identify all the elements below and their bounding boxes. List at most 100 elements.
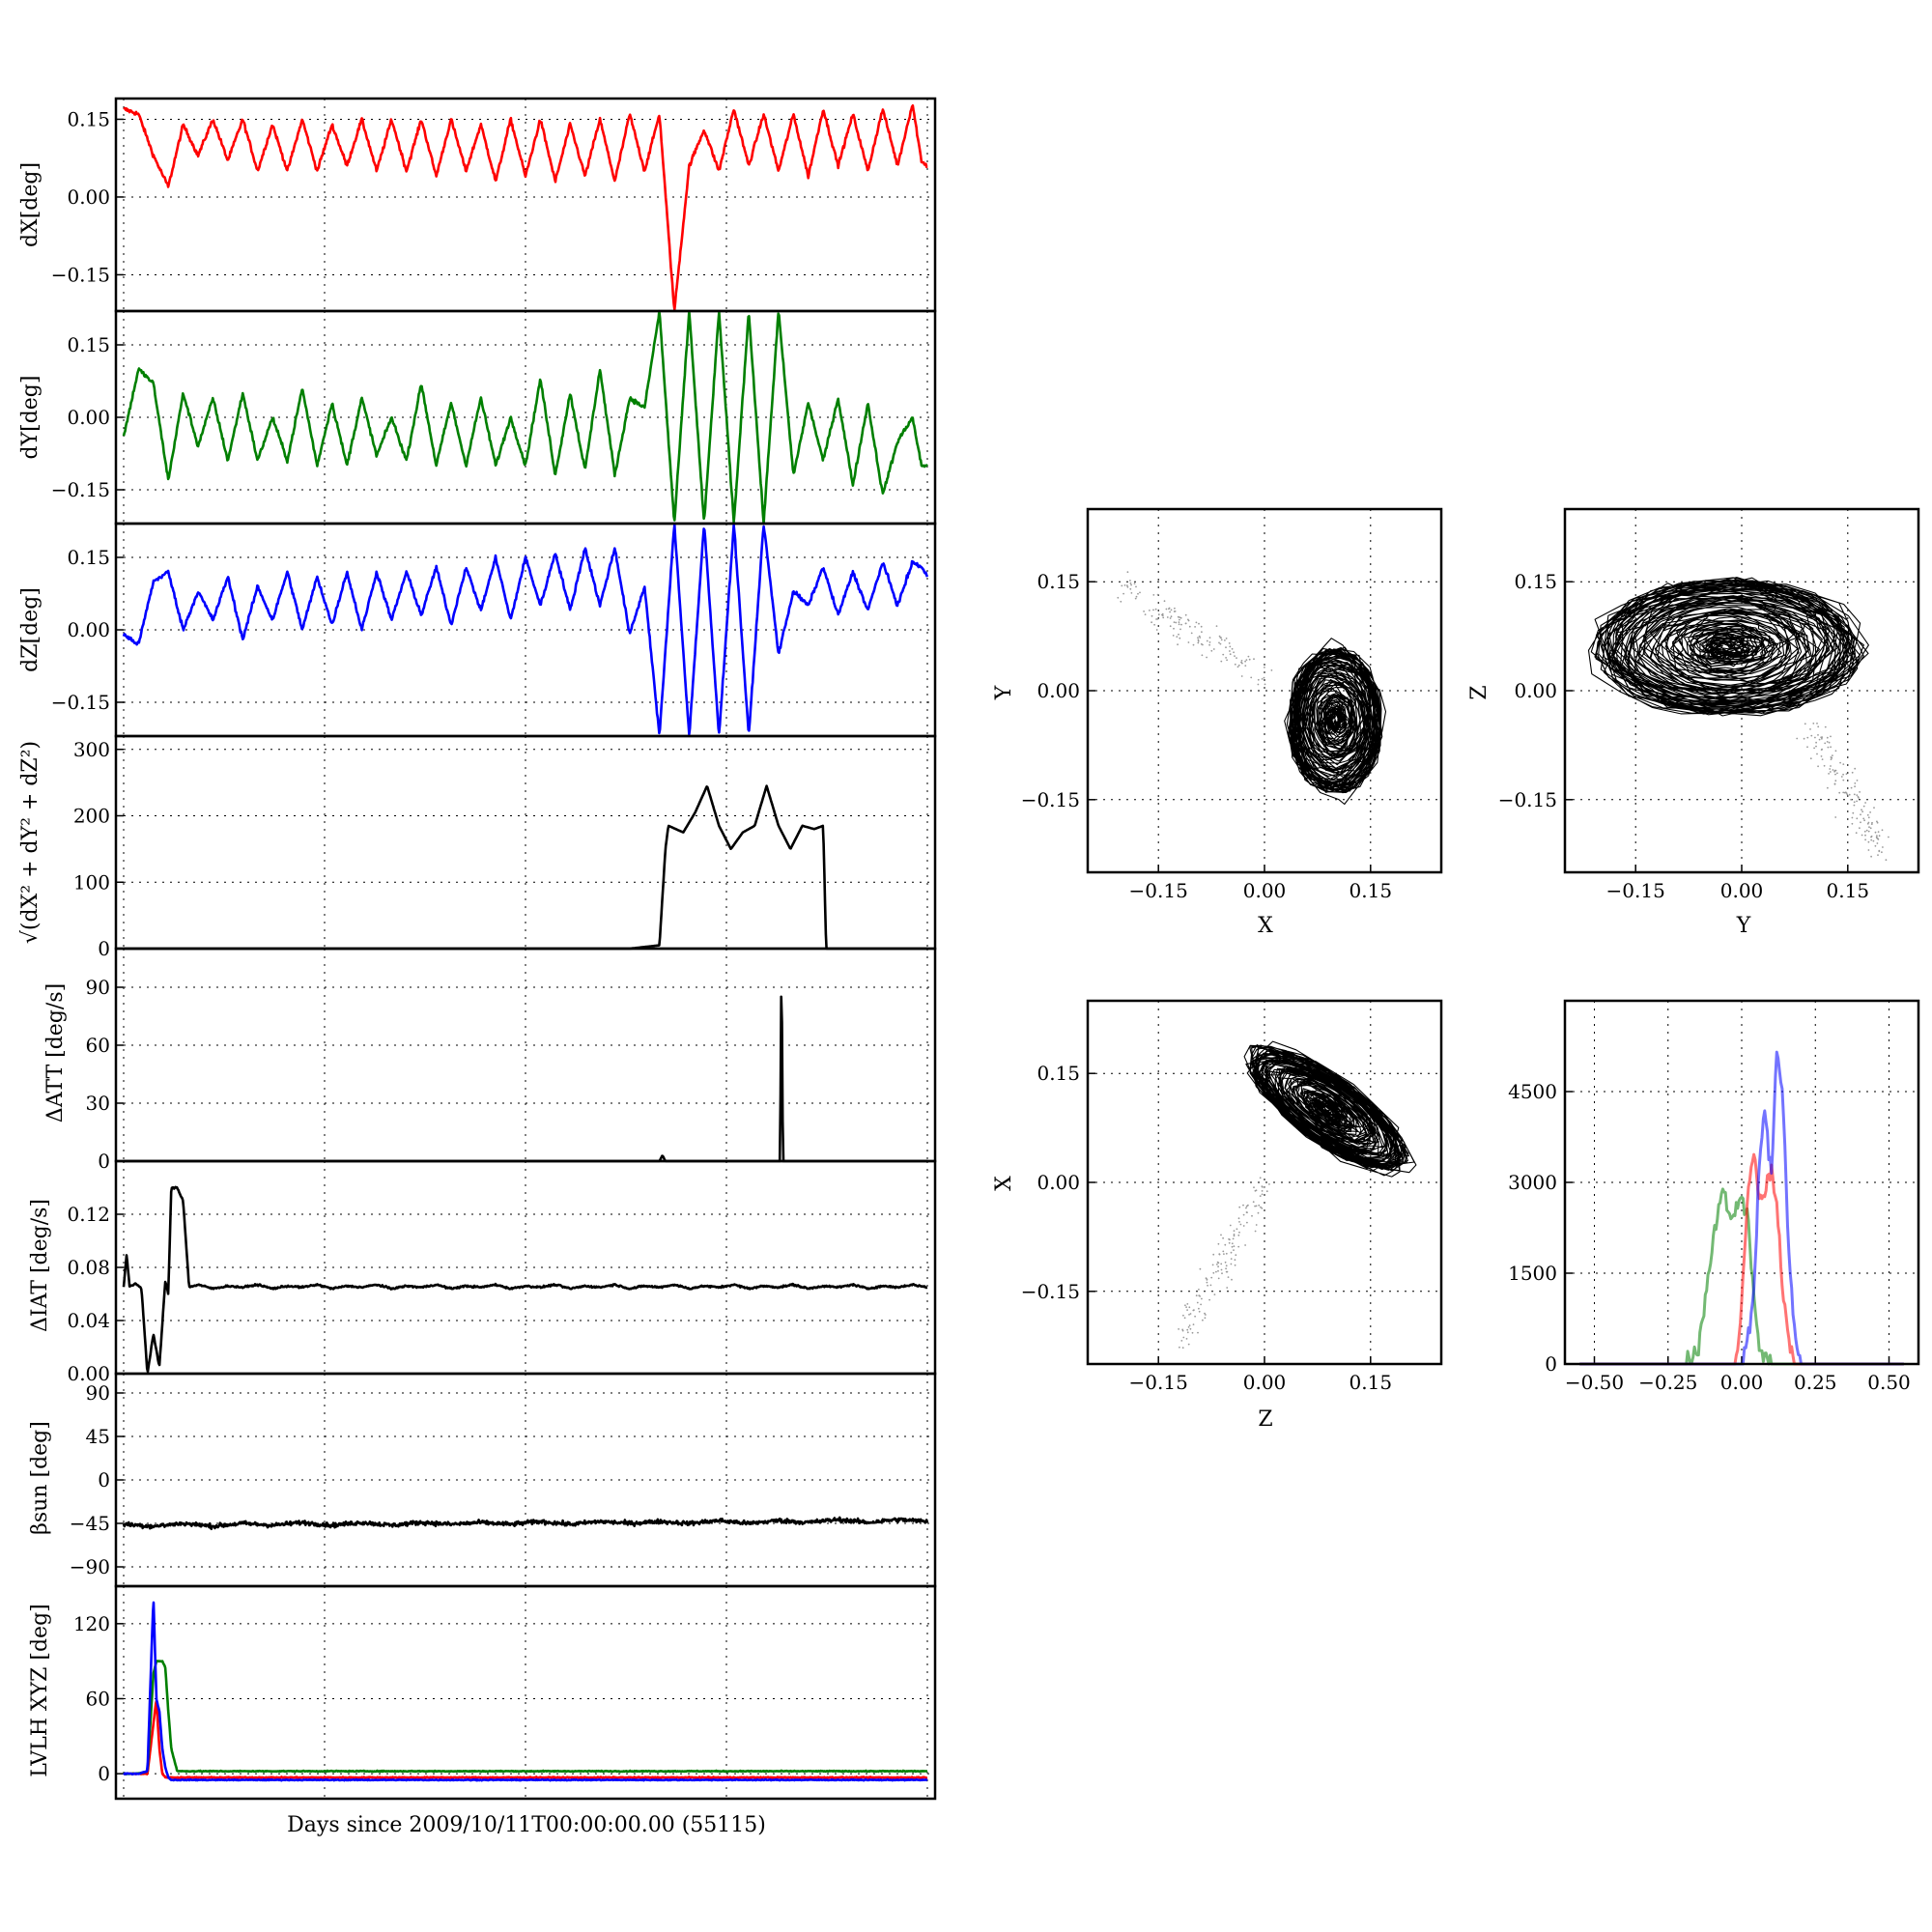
- datt-ytick-label: 90: [86, 976, 110, 999]
- datt-ytick-label: 30: [86, 1092, 110, 1115]
- xy-stray-point: [1177, 643, 1179, 646]
- xy-stray-point: [1220, 637, 1222, 639]
- yz-stray-point: [1839, 761, 1841, 764]
- xy-stray-point: [1173, 621, 1176, 623]
- zx-stray-point: [1253, 1186, 1255, 1189]
- zx-stray-point: [1185, 1306, 1187, 1308]
- zx-stray-point: [1258, 1204, 1261, 1207]
- yz-stray-point: [1843, 791, 1846, 794]
- yz-stray-point: [1842, 773, 1844, 776]
- xy-stray-point: [1144, 613, 1147, 615]
- xy-stray-point: [1153, 623, 1155, 626]
- diat-ytick-label: 0.12: [67, 1203, 110, 1226]
- zx-stray-point: [1230, 1251, 1233, 1254]
- yz-stray-point: [1873, 807, 1875, 809]
- yz-stray-point: [1845, 792, 1848, 794]
- zx-stray-point: [1245, 1205, 1248, 1208]
- yz-stray-point: [1820, 755, 1823, 757]
- zx-stray-point: [1206, 1281, 1208, 1284]
- zx-stray-point: [1231, 1242, 1234, 1245]
- dx-ytick-label: 0.00: [67, 185, 110, 209]
- zx-stray-point: [1225, 1264, 1228, 1267]
- zx-stray-point: [1238, 1206, 1241, 1208]
- xy-stray-point: [1194, 626, 1196, 628]
- hist-xtick-label: 0.00: [1720, 1371, 1764, 1394]
- yz-stray-point: [1796, 737, 1799, 740]
- xy-stray-point: [1229, 645, 1232, 648]
- zx-stray-point: [1242, 1213, 1245, 1216]
- xy-stray-point: [1151, 614, 1153, 617]
- xy-stray-point: [1231, 647, 1234, 650]
- zx-stray-point: [1225, 1267, 1227, 1270]
- yz-stray-point: [1877, 854, 1879, 856]
- zx-stray-point: [1211, 1264, 1214, 1266]
- yz-trajectory: [1587, 577, 1869, 717]
- beta-ytick-label: 0: [98, 1468, 110, 1492]
- xy-stray-point: [1224, 639, 1226, 641]
- yz-stray-point: [1876, 835, 1878, 837]
- datt-series-line: [123, 995, 928, 1163]
- xy-stray-point: [1126, 571, 1129, 574]
- xlabel-yz: Y: [1736, 914, 1751, 938]
- xy-stray-point: [1162, 616, 1165, 619]
- xy-stray-point: [1190, 632, 1193, 635]
- zx-stray-point: [1187, 1343, 1190, 1346]
- xy-stray-point: [1197, 639, 1200, 641]
- zx-stray-point: [1188, 1314, 1190, 1316]
- xy-stray-point: [1199, 637, 1202, 639]
- xy-stray-point: [1234, 663, 1236, 666]
- xy-stray-point: [1134, 597, 1137, 600]
- panel-magnitude: √(dX² + dY² + dZ²) 300 200 100 0: [18, 734, 937, 960]
- zx-stray-point: [1220, 1234, 1222, 1236]
- zx-stray-point: [1228, 1237, 1230, 1240]
- xy-ytick-label: 0.15: [1037, 570, 1080, 593]
- panel-dx: dX[deg] 0.15 0.00 −0.15: [18, 97, 937, 313]
- zx-stray-point: [1247, 1204, 1249, 1207]
- xy-stray-point: [1169, 617, 1172, 619]
- xy-stray-point: [1149, 610, 1151, 611]
- xy-stray-point: [1210, 649, 1213, 652]
- xy-stray-point: [1208, 643, 1210, 646]
- xy-stray-point: [1253, 658, 1255, 661]
- zx-stray-point: [1207, 1284, 1208, 1287]
- xy-stray-point: [1156, 617, 1159, 620]
- xy-stray-point: [1130, 583, 1132, 586]
- xy-stray-point: [1178, 623, 1180, 626]
- zx-stray-point: [1242, 1204, 1244, 1207]
- xy-stray-point: [1198, 635, 1201, 638]
- xy-stray-point: [1208, 637, 1211, 639]
- yz-stray-point: [1882, 846, 1884, 848]
- xy-stray-point: [1197, 641, 1200, 644]
- xy-stray-point: [1157, 613, 1160, 616]
- zx-stray-point: [1264, 1186, 1265, 1189]
- zx-ytick-label: 0.00: [1037, 1171, 1080, 1194]
- zx-stray-point: [1236, 1228, 1238, 1231]
- yz-stray-point: [1838, 791, 1841, 794]
- zx-stray-point: [1237, 1217, 1240, 1220]
- zx-stray-point: [1233, 1234, 1236, 1236]
- zx-stray-point: [1231, 1278, 1233, 1281]
- yz-stray-point: [1855, 832, 1858, 835]
- xy-stray-point: [1173, 611, 1176, 612]
- yz-stray-point: [1866, 813, 1869, 816]
- yz-stray-point: [1861, 809, 1862, 811]
- yz-stray-point: [1806, 736, 1809, 739]
- zx-stray-point: [1244, 1244, 1246, 1246]
- ylabel-xy: Y: [992, 685, 1016, 700]
- zx-stray-point: [1259, 1177, 1262, 1179]
- ylabel-yz: Z: [1467, 685, 1492, 699]
- yz-stray-point: [1834, 769, 1837, 772]
- beta-ytick-label: −45: [70, 1512, 110, 1535]
- yz-stray-point: [1828, 773, 1830, 775]
- xy-stray-point: [1250, 676, 1253, 679]
- yz-stray-point: [1881, 851, 1883, 854]
- xy-stray-point: [1233, 651, 1235, 654]
- xy-stray-point: [1177, 615, 1179, 618]
- xy-stray-point: [1222, 653, 1225, 656]
- xy-stray-point: [1200, 625, 1203, 628]
- hist-ytick-label: 1500: [1508, 1262, 1557, 1285]
- zx-stray-point: [1178, 1328, 1179, 1330]
- zx-stray-point: [1217, 1262, 1220, 1264]
- zx-stray-point: [1191, 1331, 1194, 1334]
- yz-stray-point: [1810, 734, 1813, 737]
